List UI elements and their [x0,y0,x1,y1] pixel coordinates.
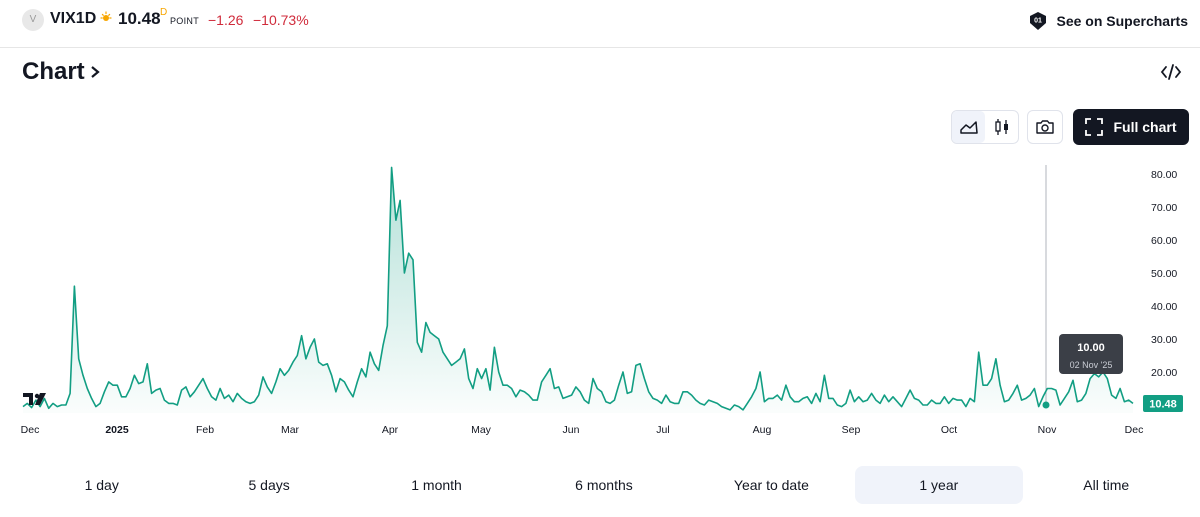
svg-text:01: 01 [1034,18,1042,25]
tooltip-value: 10.00 [1077,342,1105,354]
timeframe-6-months[interactable]: 6 months [575,477,633,493]
price-chart[interactable]: 80.00 70.00 60.00 50.00 40.00 30.00 20.00 Dec 2… [0,150,1200,450]
timeframe-1-year[interactable]: 1 year [855,466,1023,504]
area-fill [23,167,1133,413]
fullscreen-icon [1085,118,1104,136]
y-tick-label: 80.00 [1151,169,1177,181]
last-price: 10.48 [118,9,161,28]
x-tick-label: Jul [656,424,669,436]
timeframe-1-day[interactable]: 1 day [84,477,119,493]
symbol-header: V VIX1D 10.48 D POINT −1.26 −10.73% 01 S… [0,0,1200,48]
tooltip-date: 02 Nov '25 [1070,360,1113,370]
area-chart-button[interactable] [952,111,985,143]
timeframe-1-month[interactable]: 1 month [411,477,462,493]
area-chart-icon [959,121,978,134]
x-tick-label: Apr [382,424,399,436]
x-tick-label: May [471,424,492,436]
timeframe-selector: 1 day 5 days 1 month 6 months Year to date 1 … [18,466,1190,504]
hover-point [1042,401,1050,409]
tooltip: 10.00 02 Nov '25 [1059,334,1123,374]
price-superscript: D [160,7,168,18]
price-unit: POINT [170,16,200,26]
x-tick-label: Dec [21,424,40,436]
camera-icon [1036,120,1054,134]
x-tick-label: Mar [281,424,300,436]
candlestick-icon [994,119,1008,135]
y-tick-label: 50.00 [1151,268,1177,280]
supercharts-label: See on Supercharts [1056,13,1189,29]
x-tick-label: Aug [753,424,772,436]
x-tick-label: Dec [1125,424,1144,436]
symbol-logo: V [22,9,44,31]
last-value-label: 10.48 [1149,399,1177,411]
see-on-supercharts-link[interactable]: 01 See on Supercharts [1027,8,1189,34]
x-tick-label: Sep [842,424,861,436]
code-icon[interactable] [1160,62,1182,82]
y-tick-label: 70.00 [1151,202,1177,214]
chevron-right-icon [90,66,100,78]
candlestick-button[interactable] [985,111,1018,143]
timeframe-all-time[interactable]: All time [1083,477,1130,493]
sun-icon [100,11,112,21]
supercharts-icon: 01 [1029,12,1046,30]
chart-section-title[interactable]: Chart [22,58,101,86]
snapshot-button[interactable] [1027,110,1063,144]
section-title-text: Chart [22,58,85,85]
y-tick-label: 20.00 [1151,367,1177,379]
x-tick-label: Feb [196,424,214,436]
y-tick-label: 60.00 [1151,235,1177,247]
x-tick-label: Nov [1038,424,1057,436]
x-tick-label: 2025 [105,424,129,436]
symbol-name[interactable]: VIX1D [50,10,97,27]
full-chart-button[interactable]: Full chart [1073,109,1189,145]
x-axis: Dec 2025 Feb Mar Apr May Jun Jul Aug Sep Oct Nov Dec [21,424,1144,436]
tradingview-logo [23,393,46,405]
y-axis: 80.00 70.00 60.00 50.00 40.00 30.00 20.00 [1151,169,1177,379]
chart-style-toggle [951,110,1019,144]
series-line [22,166,1134,411]
price-change: −1.26 [208,12,244,28]
full-chart-label: Full chart [1113,119,1177,135]
x-tick-label: Jun [563,424,580,436]
y-tick-label: 40.00 [1151,301,1177,313]
timeframe-5-days[interactable]: 5 days [248,477,290,493]
timeframe-year-to-date[interactable]: Year to date [733,477,809,493]
last-value-badge: 10.48 [1143,395,1183,412]
price-change-percent: −10.73% [253,12,309,28]
y-tick-label: 30.00 [1151,334,1177,346]
x-tick-label: Oct [941,424,957,436]
